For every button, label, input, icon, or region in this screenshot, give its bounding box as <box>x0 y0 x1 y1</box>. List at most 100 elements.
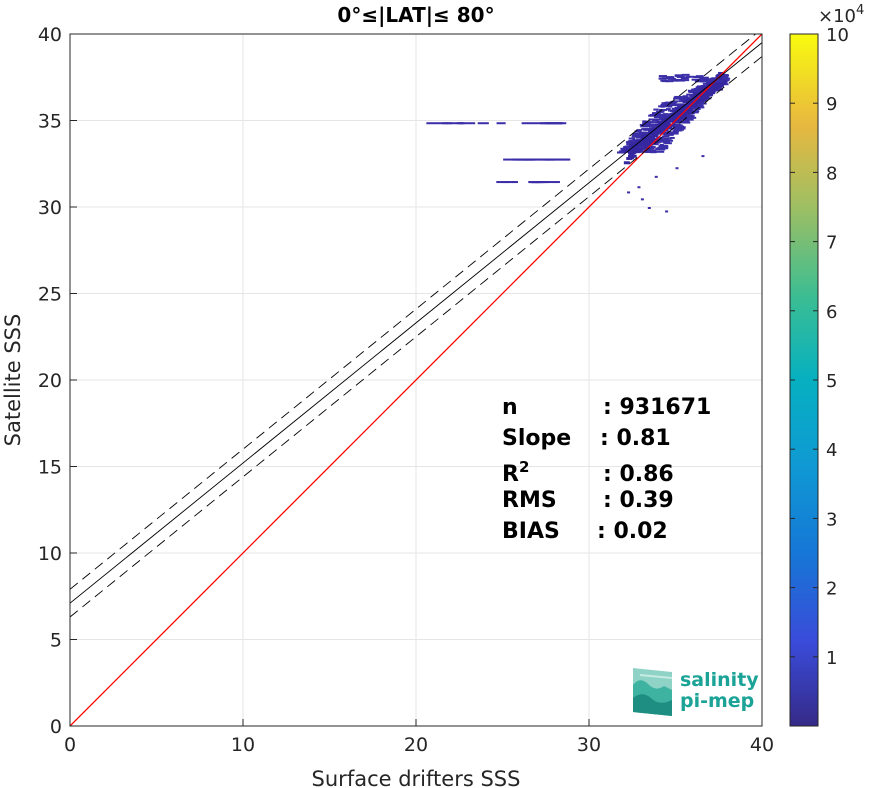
heatmap-cell <box>669 136 675 139</box>
heatmap-cell <box>658 108 668 111</box>
heatmap-cell <box>682 100 689 104</box>
heatmap-cell <box>642 120 651 123</box>
heatmap-cell <box>699 88 706 92</box>
heatmap-cell <box>663 141 668 144</box>
heatmap-cell <box>628 150 635 154</box>
heatmap-cell <box>683 121 691 124</box>
heatmap-cell <box>702 78 711 81</box>
heatmap-cell <box>684 118 694 121</box>
heatmap-cell <box>648 118 657 121</box>
heatmap-cell <box>636 129 642 132</box>
heatmap-cell <box>648 149 657 152</box>
colorbar-tick-label: 6 <box>826 302 837 323</box>
heatmap-cell <box>666 108 671 111</box>
heatmap-cell <box>702 90 709 94</box>
heatmap-cell <box>696 104 704 107</box>
heatmap-cell <box>674 117 681 121</box>
heatmap-cell <box>639 124 645 127</box>
colorbar-tick-label: 9 <box>826 94 837 115</box>
x-tick-label: 10 <box>231 734 255 756</box>
y-tick-label: 5 <box>50 630 62 652</box>
heatmap-cell <box>645 137 652 141</box>
heatmap-cell <box>645 143 652 147</box>
heatmap-cell <box>682 106 689 110</box>
heatmap-streak <box>426 122 448 125</box>
heatmap-cell <box>652 133 659 137</box>
heatmap-cell <box>701 96 708 100</box>
heatmap-cell <box>634 139 641 143</box>
colorbar-tick-label: 2 <box>826 579 837 600</box>
heatmap-streak <box>545 181 560 184</box>
heatmap-cell <box>702 86 709 90</box>
y-axis-ticks: 0 5 10 15 20 25 30 35 40 <box>38 24 77 738</box>
heatmap-cell <box>715 74 722 78</box>
heatmap-cell <box>680 112 687 116</box>
heatmap-cell <box>665 124 672 128</box>
stats-box: n: 931671 Slope: 0.81 R2: 0.86 RMS: 0.39 BIA… <box>502 395 711 544</box>
stat-value: : 0.81 <box>600 426 671 451</box>
heatmap-cell <box>652 112 661 115</box>
heatmap-cell <box>670 100 678 103</box>
heatmap-cell <box>616 151 624 154</box>
heatmap-cell <box>628 137 636 140</box>
heatmap-cell <box>650 151 657 154</box>
x-tick-label: 30 <box>577 734 601 756</box>
heatmap-cell <box>670 116 677 120</box>
heatmap-cell <box>695 75 704 78</box>
heatmap-streak <box>442 122 464 125</box>
heatmap-cell <box>651 142 658 145</box>
stat-value: : 931671 <box>603 395 711 420</box>
heatmap-cell <box>700 76 709 79</box>
heatmap-cell <box>661 118 668 122</box>
heatmap-cell <box>679 115 686 119</box>
heatmap-cell <box>658 75 667 78</box>
heatmap-cell <box>674 115 681 119</box>
colorbar-tick-label: 3 <box>826 509 837 530</box>
regression-line <box>70 42 762 604</box>
heatmap-cell <box>671 123 681 126</box>
heatmap-cell <box>655 114 664 117</box>
heatmap-cell <box>707 80 713 83</box>
heatmap-cell <box>699 94 706 98</box>
heatmap-cell <box>706 78 715 81</box>
heatmap-cell <box>673 129 683 132</box>
heatmap-cell <box>689 95 695 98</box>
heatmap-cell <box>656 139 663 142</box>
heatmap-cell <box>630 142 637 146</box>
heatmap-streak <box>458 122 465 125</box>
x-axis-ticks: 0 10 20 30 40 <box>64 719 774 756</box>
heatmap-outlier <box>627 191 631 194</box>
heatmap-cell <box>655 118 663 121</box>
heatmap-cell <box>686 93 693 96</box>
heatmap-cell <box>650 114 659 117</box>
heatmap-cell <box>693 87 701 90</box>
heatmap-cell <box>709 89 716 93</box>
heatmap-cell <box>637 147 644 151</box>
heatmap-cell <box>632 133 641 136</box>
heatmap-cell <box>635 135 641 138</box>
heatmap-cell <box>693 91 700 95</box>
heatmap-cell <box>642 122 651 125</box>
heatmap-cell <box>722 77 731 80</box>
y-tick-label: 25 <box>38 284 62 306</box>
colorbar-tick-label: 1 <box>826 648 837 669</box>
heatmap-cell <box>713 83 720 87</box>
heatmap-cell <box>683 103 690 107</box>
heatmap-cell <box>651 126 658 130</box>
heatmap-cell <box>639 143 646 147</box>
regression-2std-line <box>70 56 762 618</box>
heatmap-cell <box>673 97 683 100</box>
stat-value: : 0.02 <box>597 519 668 544</box>
heatmap-outlier <box>675 167 679 170</box>
heatmap-cell <box>663 131 669 134</box>
x-axis-label: Surface drifters SSS <box>312 767 521 788</box>
heatmap-cell <box>679 96 689 99</box>
heatmap-cell <box>667 105 673 108</box>
heatmap-cell <box>655 150 665 153</box>
heatmap-cell <box>664 142 672 145</box>
heatmap-cell <box>666 139 674 142</box>
heatmap-cell <box>644 140 651 144</box>
heatmap-streak <box>501 181 515 184</box>
heatmap-outlier <box>665 210 669 213</box>
heatmap-cell <box>641 133 648 137</box>
